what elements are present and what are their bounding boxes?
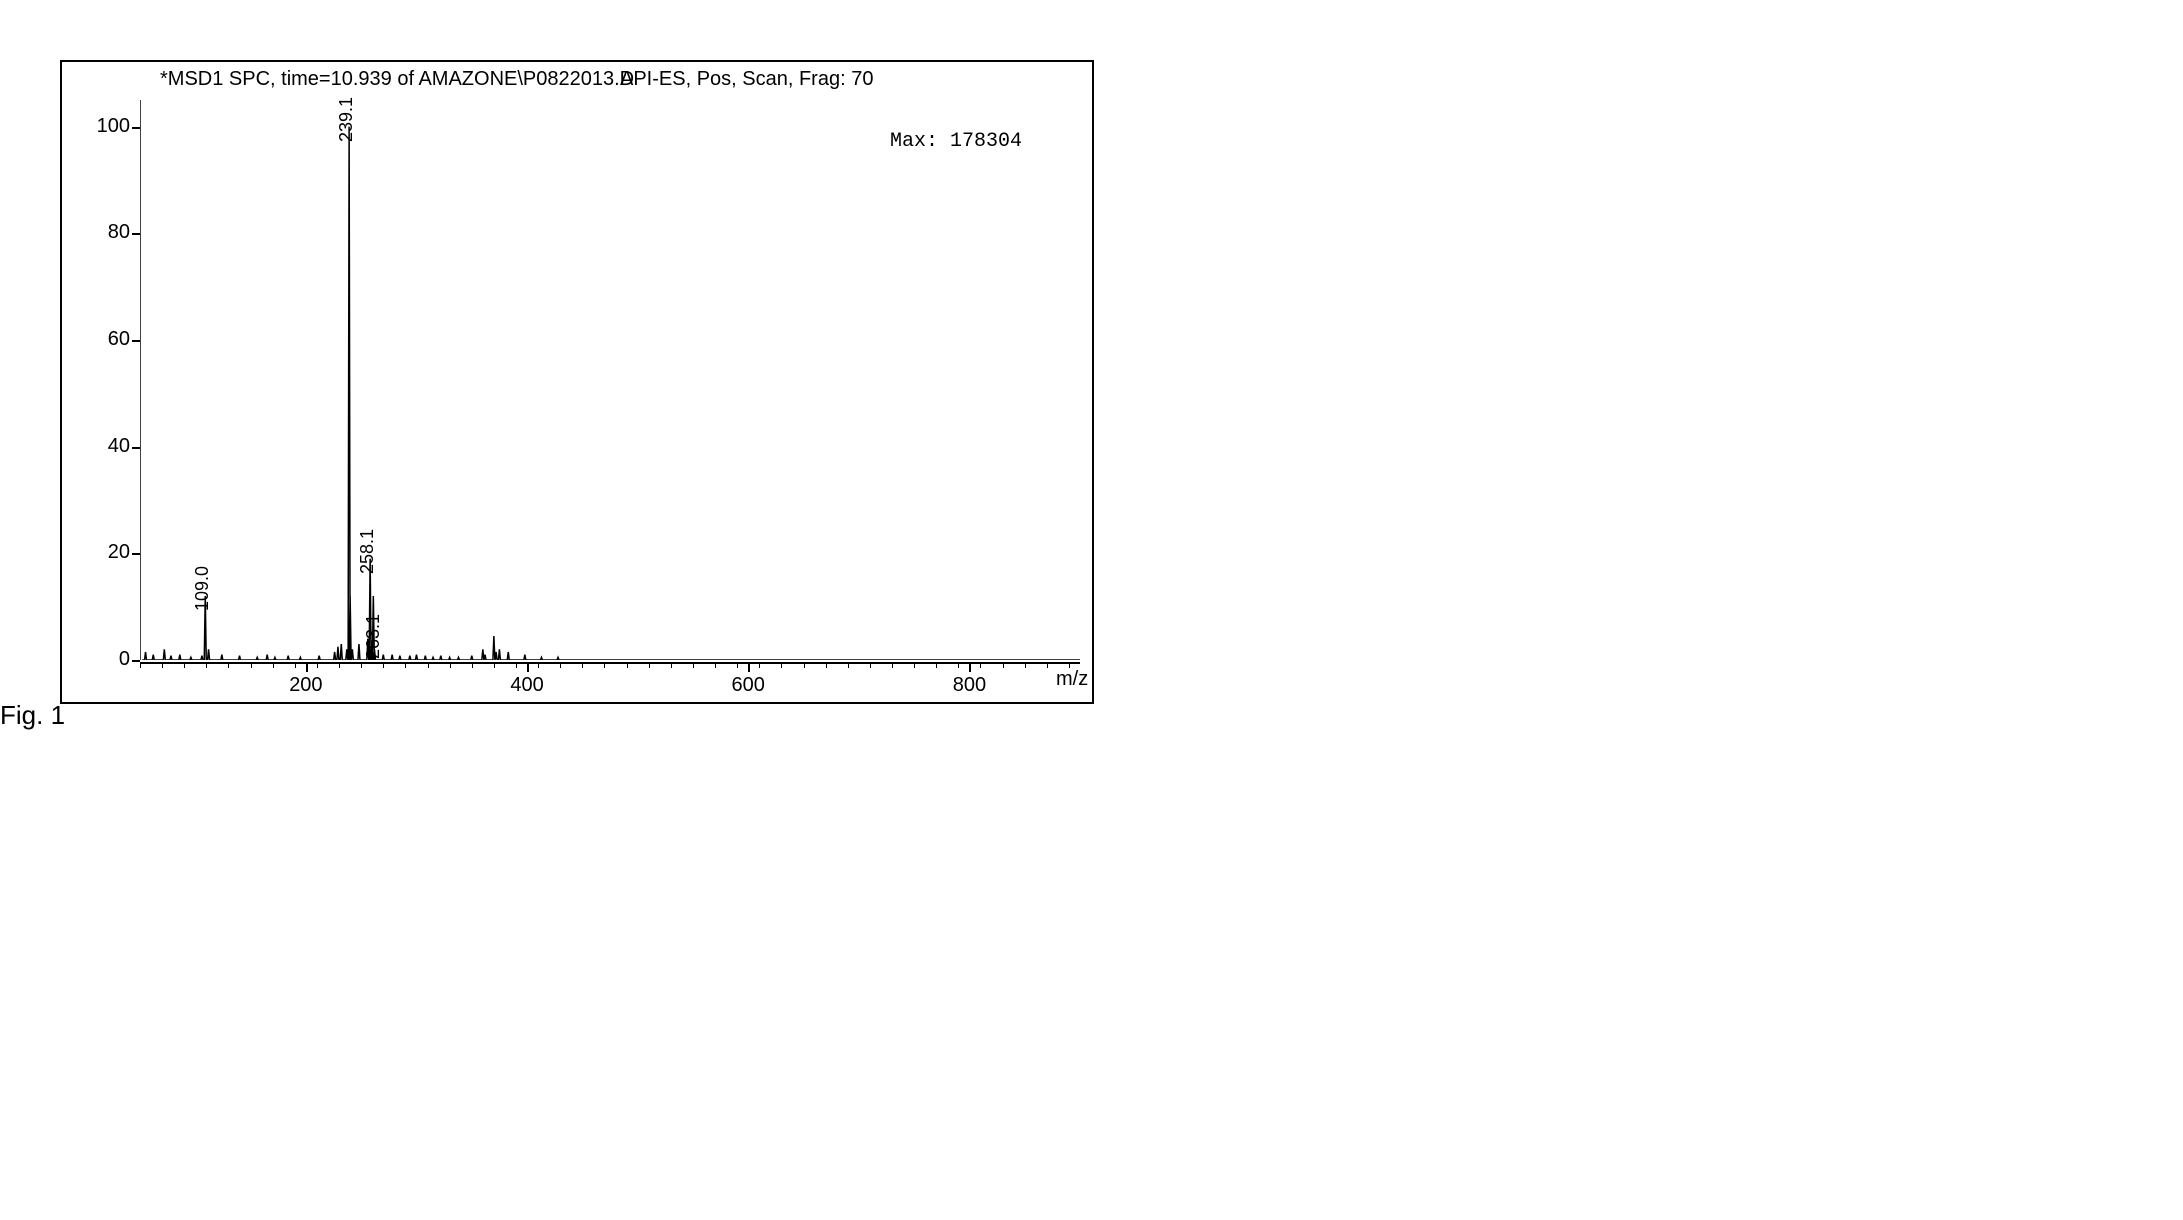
yaxis-tick-label: 20 — [90, 541, 130, 564]
yaxis-tick — [132, 553, 140, 555]
xaxis-minor-tick — [140, 662, 141, 668]
xaxis-minor-tick — [206, 662, 207, 668]
xaxis-line — [140, 662, 1080, 664]
xaxis-minor-tick — [870, 662, 871, 668]
spectrum-plot — [140, 100, 1080, 660]
xaxis-minor-tick — [980, 662, 981, 668]
peak-label: 109.0 — [192, 566, 213, 611]
xaxis-minor-tick — [804, 662, 805, 668]
xaxis-minor-tick — [405, 662, 406, 668]
yaxis-tick-label: 100 — [90, 115, 130, 138]
xaxis-minor-tick — [516, 662, 517, 668]
xaxis-minor-tick — [273, 662, 274, 668]
xaxis-minor-tick — [848, 662, 849, 668]
figure-caption: Fig. 1 — [0, 700, 65, 731]
peak-label: 258.1 — [357, 529, 378, 574]
xaxis-minor-tick — [494, 662, 495, 668]
xaxis-minor-tick — [627, 662, 628, 668]
xaxis-minor-tick — [383, 662, 384, 668]
xaxis-minor-tick — [317, 662, 318, 668]
xaxis-minor-tick — [339, 662, 340, 668]
xaxis-minor-tick — [914, 662, 915, 668]
xaxis-minor-tick — [472, 662, 473, 668]
yaxis-tick — [132, 233, 140, 235]
yaxis-tick-label: 0 — [90, 648, 130, 671]
xaxis-tick-label: 800 — [949, 674, 989, 697]
yaxis-tick — [132, 660, 140, 662]
xaxis-minor-tick — [162, 662, 163, 668]
xaxis-minor-tick — [450, 662, 451, 668]
xaxis-minor-tick — [892, 662, 893, 668]
xaxis-minor-tick — [538, 662, 539, 668]
xaxis-minor-tick — [228, 662, 229, 668]
xaxis-tick — [969, 662, 971, 672]
yaxis-tick-label: 40 — [90, 435, 130, 458]
peak-label: 239.1 — [336, 97, 357, 142]
xaxis-tick-label: 400 — [507, 674, 547, 697]
xaxis-tick — [527, 662, 529, 672]
xaxis-minor-tick — [1003, 662, 1004, 668]
xaxis-minor-tick — [671, 662, 672, 668]
xaxis-minor-tick — [737, 662, 738, 668]
yaxis-tick — [132, 447, 140, 449]
chart-title-line1: *MSD1 SPC, time=10.939 of AMAZONE\P08220… — [160, 68, 634, 91]
xaxis-minor-tick — [649, 662, 650, 668]
yaxis-tick — [132, 340, 140, 342]
xaxis-minor-tick — [958, 662, 959, 668]
xaxis-minor-tick — [759, 662, 760, 668]
xaxis-tick — [306, 662, 308, 672]
xaxis-minor-tick — [1047, 662, 1048, 668]
xaxis-minor-tick — [781, 662, 782, 668]
xaxis-minor-tick — [361, 662, 362, 668]
xaxis-tick-label: 600 — [728, 674, 768, 697]
xaxis-minor-tick — [1025, 662, 1026, 668]
chart-title-line2: API-ES, Pos, Scan, Frag: 70 — [620, 68, 873, 91]
xaxis-tick — [748, 662, 750, 672]
xaxis-minor-tick — [251, 662, 252, 668]
xaxis-minor-tick — [604, 662, 605, 668]
yaxis-tick — [132, 127, 140, 129]
xaxis-minor-tick — [184, 662, 185, 668]
xaxis-minor-tick — [582, 662, 583, 668]
xaxis-tick-label: 200 — [286, 674, 326, 697]
chart-container: *MSD1 SPC, time=10.939 of AMAZONE\P08220… — [60, 60, 1090, 700]
xaxis-title: m/z — [1056, 668, 1088, 691]
yaxis-tick-label: 60 — [90, 328, 130, 351]
yaxis-tick-label: 80 — [90, 221, 130, 244]
xaxis-minor-tick — [428, 662, 429, 668]
peak-label: 263.1 — [363, 614, 384, 659]
xaxis-minor-tick — [936, 662, 937, 668]
xaxis-minor-tick — [693, 662, 694, 668]
xaxis-minor-tick — [715, 662, 716, 668]
xaxis-minor-tick — [560, 662, 561, 668]
xaxis-minor-tick — [295, 662, 296, 668]
xaxis-minor-tick — [826, 662, 827, 668]
